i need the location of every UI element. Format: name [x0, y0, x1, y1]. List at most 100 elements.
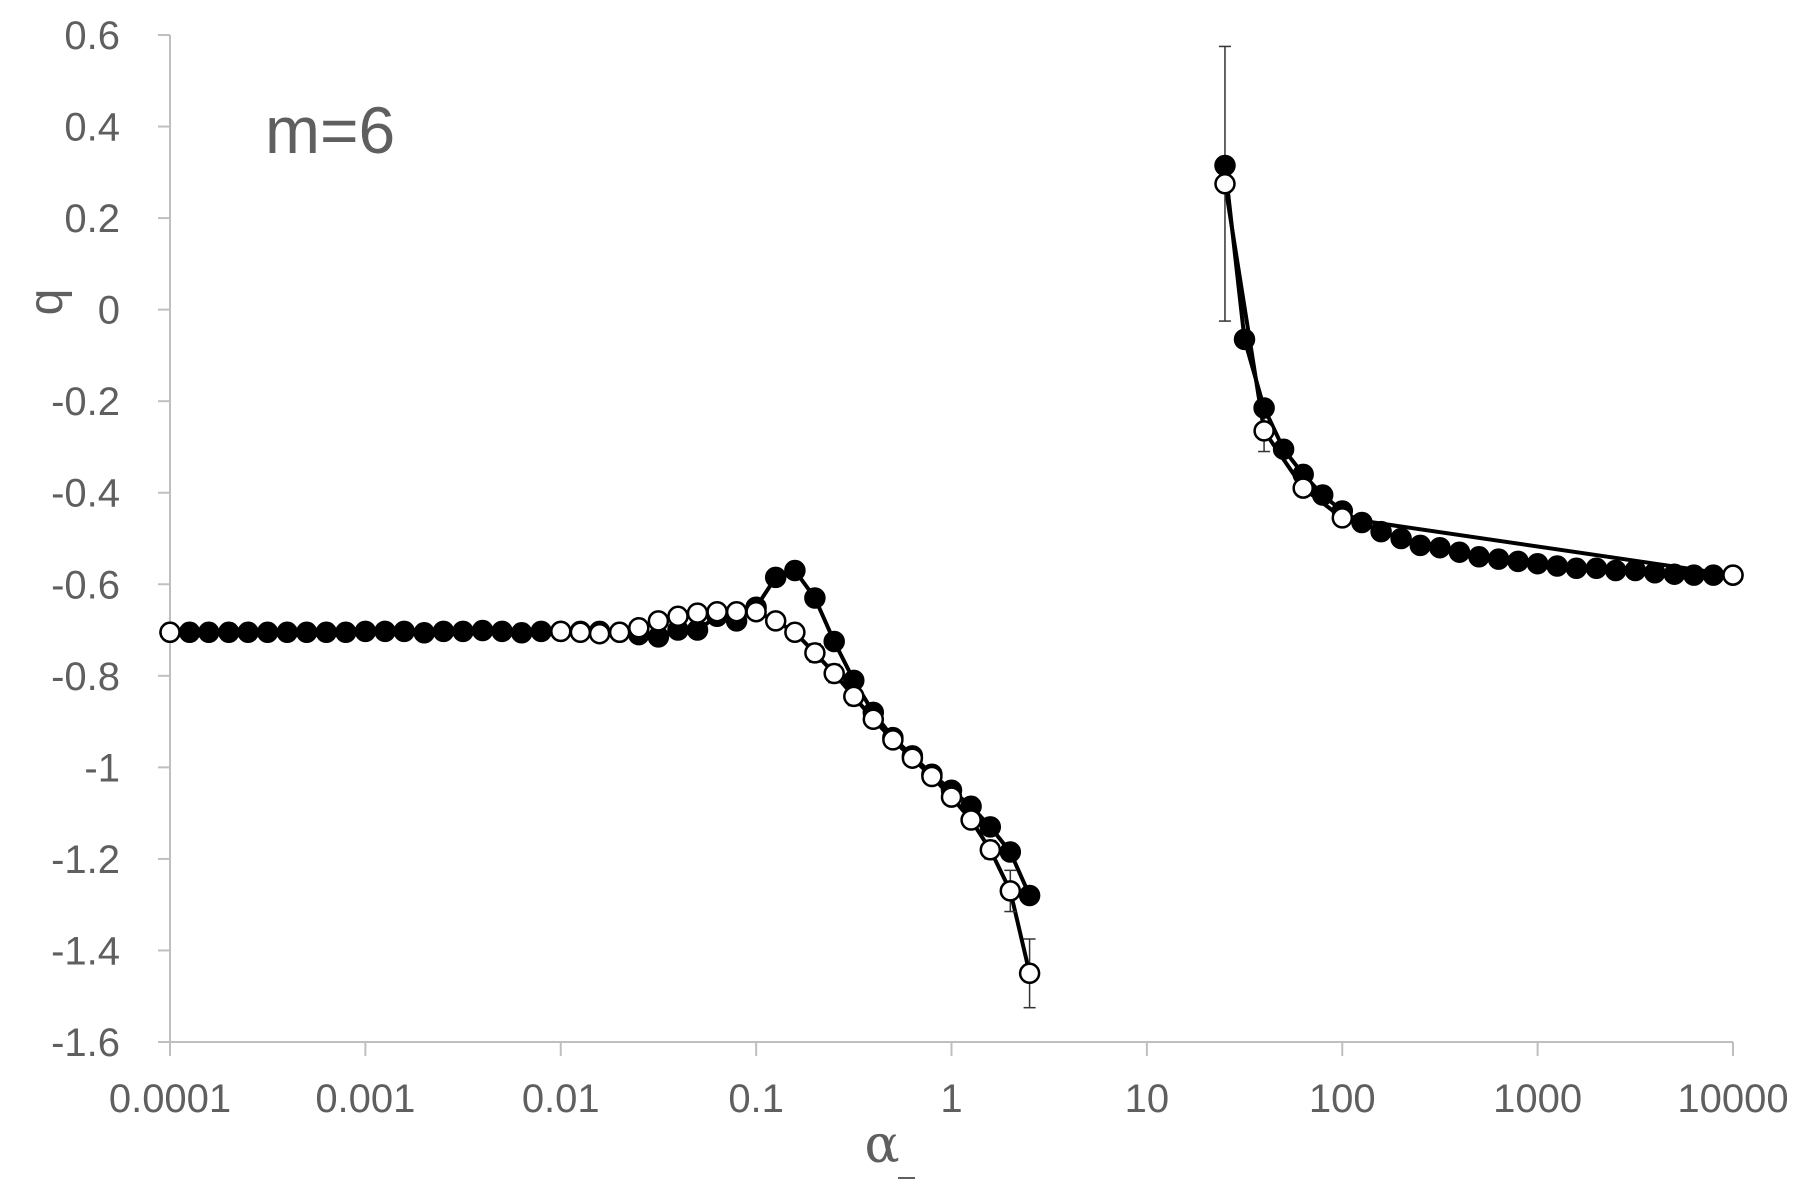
filled-data-point [1546, 555, 1568, 577]
filled-data-point [1565, 557, 1588, 580]
open-data-point [608, 621, 631, 644]
y-tick-label: -1.2 [51, 838, 120, 882]
filled-data-point [1390, 527, 1412, 550]
filled-data-point [823, 630, 845, 653]
open-data-point [706, 600, 728, 623]
filled-data-point [764, 566, 787, 589]
x-tick-label: 0.0001 [109, 1077, 231, 1121]
y-tick-label: 0.2 [64, 197, 120, 241]
filled-data-point [354, 620, 377, 643]
open-data-point [569, 621, 592, 644]
filled-data-point [1585, 557, 1608, 580]
filled-data-point [1487, 548, 1510, 570]
y-tick-label: -0.6 [51, 563, 120, 607]
open-data-point [823, 662, 845, 685]
filled-data-point [295, 621, 318, 644]
open-data-point [940, 786, 963, 808]
open-data-point [804, 642, 826, 664]
filled-data-point [784, 559, 806, 582]
open-data-point [1292, 477, 1314, 499]
x-tick-label: 1000 [1493, 1077, 1582, 1121]
y-ticks: 0.6 0.4 0.2 0 -0.2 -0.4 -0.6 -0.8 -1 -1.2 -1.4 -1.6 [51, 14, 170, 1065]
x-tick-label: 10 [1125, 1077, 1170, 1121]
x-tick-label: 0.01 [522, 1077, 600, 1121]
filled-data-point [1526, 552, 1549, 575]
open-data-point [1722, 564, 1744, 586]
filled-data-point [452, 620, 474, 643]
open-data-point [764, 610, 787, 632]
open-data-point [960, 809, 982, 831]
series-2-line-1 [169, 609, 1032, 974]
x-tick-label: 1 [940, 1077, 962, 1121]
filled-data-point [374, 620, 396, 643]
filled-data-point [1272, 438, 1295, 460]
error-bars [788, 45, 1271, 1009]
y-tick-label: 0.4 [64, 106, 120, 150]
filled-data-point [530, 620, 552, 643]
filled-data-point [432, 620, 455, 643]
open-data-point [784, 621, 806, 644]
series-1-line-2 [1223, 165, 1733, 578]
filled-data-point [1409, 534, 1432, 557]
filled-data-point [1624, 559, 1647, 582]
filled-data-point [1604, 559, 1627, 582]
plot-area: 0.0001 0.001 0.01 0.1 1 10 100 1000 10000 0.6 0.4… [51, 14, 1789, 1121]
y-tick-label: -1.6 [51, 1021, 120, 1065]
y-axis-title: q [20, 289, 73, 316]
open-data-point [882, 729, 904, 751]
open-data-point [1214, 173, 1236, 195]
filled-data-point [1233, 328, 1256, 351]
filled-data-point [1214, 154, 1236, 177]
x-axis-title: α [864, 1115, 899, 1175]
open-data-point [999, 880, 1022, 902]
open-data-point [921, 765, 943, 788]
open-data-point [647, 610, 670, 632]
filled-data-point [1644, 562, 1666, 584]
open-data-point [1018, 962, 1041, 985]
filled-data-point [198, 621, 220, 644]
y-tick-label: -1 [84, 746, 120, 790]
filled-data-point [804, 587, 826, 609]
filled-data-point [1370, 520, 1392, 543]
open-data-point [901, 747, 924, 769]
filled-data-point [1448, 541, 1471, 563]
y-tick-label: -0.4 [51, 472, 120, 516]
filled-data-point [276, 621, 298, 644]
filled-data-point [1663, 563, 1686, 585]
open-data-point [667, 605, 689, 628]
filled-data-point [1683, 564, 1705, 586]
x-tick-label: 0.1 [728, 1077, 784, 1121]
open-data-point [588, 622, 611, 645]
open-data-point [1331, 507, 1354, 529]
filled-data-point [178, 621, 201, 644]
y-tick-label: -0.2 [51, 380, 120, 424]
filled-data-point [1429, 536, 1451, 559]
open-data-point [843, 685, 865, 708]
open-data-point [550, 620, 572, 643]
open-data-point [686, 602, 709, 624]
open-data-point [725, 600, 748, 623]
filled-data-point [218, 621, 240, 644]
chart-annotation: m=6 [265, 93, 395, 167]
filled-data-point [1468, 546, 1490, 568]
filled-data-point [510, 622, 533, 644]
filled-data-point [979, 816, 1002, 838]
open-data-point [1253, 420, 1275, 442]
y-tick-label: -0.8 [51, 655, 120, 699]
x-tick-label: 0.001 [315, 1077, 415, 1121]
filled-data-point [1507, 550, 1529, 573]
y-tick-label: 0.6 [64, 14, 120, 58]
open-data-point [979, 839, 1002, 861]
filled-data-point [237, 621, 259, 644]
open-data-point [862, 708, 885, 731]
series-markers [159, 154, 1744, 985]
open-data-point [745, 600, 767, 623]
filled-data-point [1018, 884, 1041, 907]
filled-data-point [256, 621, 279, 644]
x-tick-label: 10000 [1677, 1077, 1788, 1121]
filled-data-point [393, 620, 415, 643]
y-tick-label: -1.4 [51, 929, 120, 973]
filled-data-point [471, 619, 494, 642]
x-tick-label: 100 [1309, 1077, 1376, 1121]
open-data-point [628, 617, 650, 639]
